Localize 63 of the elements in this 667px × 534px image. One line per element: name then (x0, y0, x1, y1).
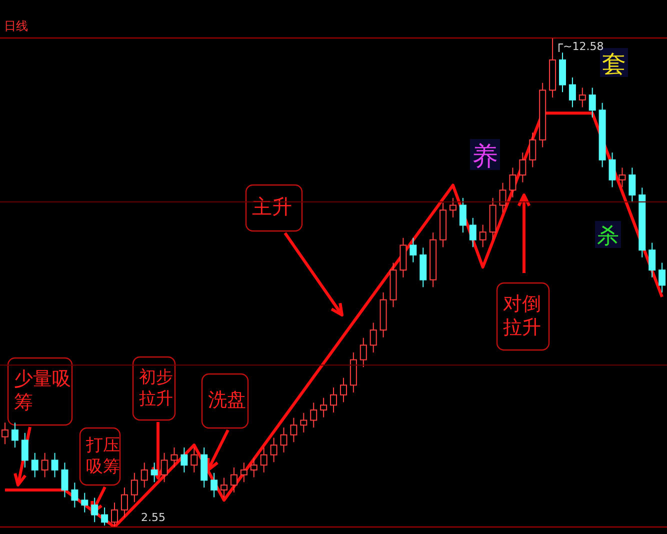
candlestick (150, 462, 158, 483)
candlestick (290, 417, 298, 443)
candlestick (41, 452, 48, 478)
candlestick (529, 132, 536, 168)
candlestick (360, 337, 367, 368)
annotation: 洗盘 (208, 389, 246, 412)
candlestick (658, 262, 666, 293)
annotation: 初步拉升 (139, 368, 173, 409)
candlestick (588, 87, 596, 118)
annotation: 2.55 (141, 511, 166, 524)
candlestick (81, 492, 88, 513)
candlestick (449, 197, 456, 218)
candlestick (340, 377, 347, 403)
candlestick (578, 87, 586, 108)
candlestick (618, 167, 626, 188)
candlestick (260, 447, 268, 473)
candlestick (21, 432, 28, 468)
annotation: ~12.58 (563, 40, 604, 53)
annotation: 杀 (597, 224, 619, 249)
candlestick (509, 167, 516, 198)
candlestick (111, 502, 118, 527)
annotation: 打压吸筹 (85, 436, 120, 477)
candlestick (479, 224, 486, 248)
candlestick (519, 152, 526, 183)
candlestick (120, 487, 128, 518)
candlestick (628, 167, 636, 203)
annotation: 对倒拉升 (503, 292, 541, 339)
candlestick (469, 217, 476, 248)
candlestick (91, 497, 98, 523)
candlestick (410, 237, 417, 263)
candlestick (648, 242, 656, 278)
candlestick (320, 397, 328, 418)
candlestick (51, 452, 58, 478)
annotation: 少量吸筹 (14, 368, 71, 414)
candlestick (310, 402, 318, 428)
candlestick (160, 452, 168, 483)
candlestick (101, 507, 108, 526)
candlestick (61, 462, 68, 498)
candlestick (31, 452, 38, 478)
candlestick (300, 412, 308, 433)
candlestick (210, 472, 218, 498)
candlestick (250, 457, 258, 478)
candlestick (71, 482, 78, 508)
candlestick (140, 462, 148, 488)
candlestick (170, 447, 178, 468)
candlestick (608, 152, 616, 188)
candlestick (280, 427, 288, 453)
candlestick (499, 182, 506, 214)
annotation: 养 (472, 142, 498, 172)
candlestick (270, 437, 278, 463)
candlestick (11, 422, 18, 448)
candlestick (190, 447, 198, 473)
annotation: 套 (602, 50, 626, 78)
candlestick (220, 477, 228, 498)
candlestick (130, 472, 138, 503)
candlestick (230, 467, 238, 493)
candlestick (180, 447, 188, 473)
candlestick (370, 322, 377, 353)
candlestick (568, 76, 576, 108)
chart-subtitle: 日线 (4, 18, 28, 35)
candlestick (240, 462, 248, 483)
candlestick (330, 387, 338, 413)
candlestick (459, 197, 466, 234)
